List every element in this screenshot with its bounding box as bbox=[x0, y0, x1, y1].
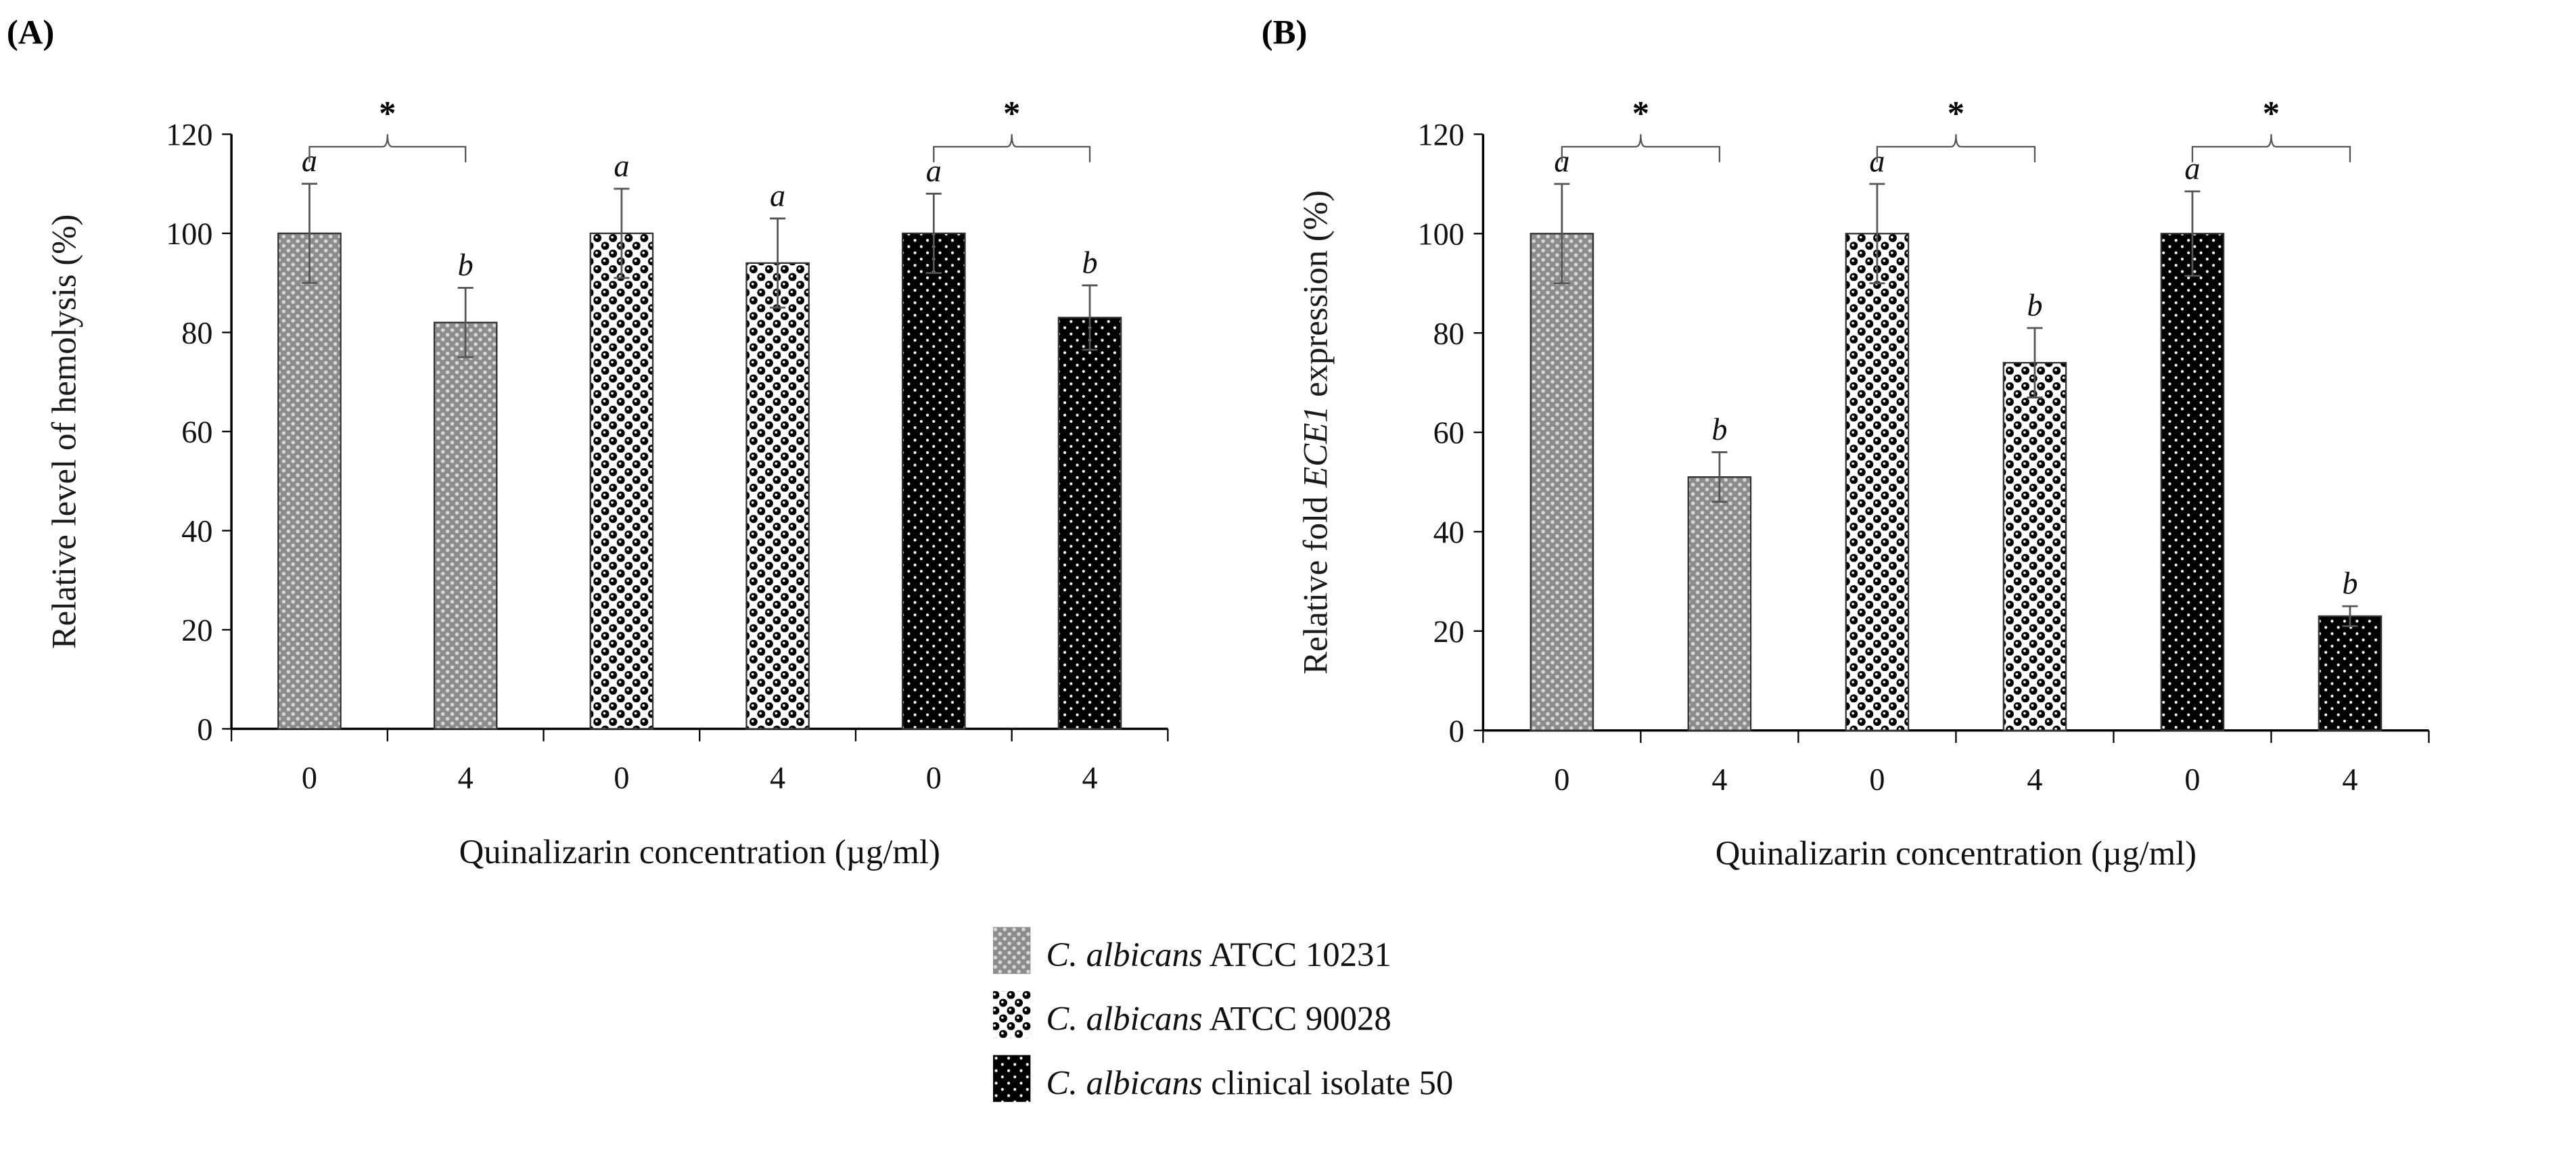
bar bbox=[1845, 233, 1910, 731]
significance-star: * bbox=[1003, 95, 1020, 133]
bar bbox=[745, 262, 810, 730]
y-tick-label: 80 bbox=[1433, 316, 1465, 350]
y-tick-label: 20 bbox=[181, 613, 212, 647]
y-tick-label: 120 bbox=[166, 118, 212, 152]
bar bbox=[433, 321, 498, 730]
significance-star: * bbox=[1632, 95, 1649, 133]
y-tick-label: 100 bbox=[166, 216, 212, 251]
significance-star: * bbox=[379, 95, 396, 133]
bar bbox=[2002, 362, 2067, 731]
x-tick-label: 0 bbox=[1869, 762, 1885, 796]
y-axis-title: Relative level of hemolysis (%) bbox=[45, 214, 83, 649]
bar bbox=[1057, 317, 1122, 730]
y-tick-label: 40 bbox=[1433, 515, 1465, 549]
significance-letter: b bbox=[1711, 412, 1727, 446]
x-tick-label: 0 bbox=[614, 760, 629, 795]
significance-letter: b bbox=[2027, 288, 2042, 322]
x-axis-title: Quinalizarin concentration (µg/ml) bbox=[1716, 834, 2196, 872]
significance-bracket bbox=[2191, 134, 2351, 162]
significance-letter: b bbox=[1082, 245, 1097, 279]
x-tick-label: 0 bbox=[926, 760, 942, 795]
legend-swatch bbox=[992, 927, 1031, 974]
y-tick-label: 20 bbox=[1433, 614, 1465, 649]
significance-bracket bbox=[308, 134, 467, 162]
significance-letter: a bbox=[2184, 151, 2200, 185]
x-tick-label: 4 bbox=[1711, 762, 1727, 796]
significance-bracket bbox=[933, 134, 1091, 162]
legend-swatch bbox=[992, 990, 1031, 1038]
significance-bracket bbox=[1561, 134, 1721, 162]
legend-swatch bbox=[992, 1055, 1031, 1102]
legend: C. albicans ATCC 10231 C. albicans ATCC 9… bbox=[992, 927, 1453, 1102]
legend-label: C. albicans clinical isolate 50 bbox=[1046, 1063, 1453, 1101]
x-tick-label: 4 bbox=[2027, 762, 2042, 796]
y-axis-title: Relative fold ECE1 expression (%) bbox=[1297, 190, 1335, 674]
x-tick-label: 0 bbox=[302, 760, 317, 795]
x-tick-label: 4 bbox=[2342, 762, 2358, 796]
y-tick-label: 60 bbox=[181, 415, 212, 449]
significance-letter: b bbox=[2342, 566, 2358, 601]
bar bbox=[589, 232, 654, 730]
legend-label: C. albicans ATCC 90028 bbox=[1046, 1000, 1391, 1038]
bar bbox=[901, 232, 966, 730]
significance-star: * bbox=[2263, 95, 2280, 133]
x-tick-label: 0 bbox=[2184, 762, 2200, 796]
y-tick-label: 0 bbox=[1449, 714, 1465, 748]
x-tick-label: 0 bbox=[1554, 762, 1569, 796]
y-tick-label: 100 bbox=[1418, 216, 1465, 251]
y-tick-label: 80 bbox=[181, 316, 212, 350]
bar bbox=[1530, 233, 1594, 731]
significance-letter: a bbox=[770, 178, 785, 212]
y-tick-label: 0 bbox=[197, 712, 212, 747]
significance-bracket bbox=[1876, 134, 2036, 162]
significance-star: * bbox=[1948, 95, 1964, 133]
y-tick-label: 120 bbox=[1418, 118, 1465, 152]
y-tick-label: 60 bbox=[1433, 415, 1465, 450]
x-tick-label: 4 bbox=[770, 760, 785, 795]
x-tick-label: 4 bbox=[1082, 760, 1097, 795]
y-tick-label: 40 bbox=[181, 514, 212, 549]
bar bbox=[1687, 476, 1752, 731]
bar bbox=[277, 232, 342, 730]
panel-label: (B) bbox=[1262, 14, 1308, 51]
significance-letter: a bbox=[926, 154, 942, 188]
bar bbox=[2160, 233, 2225, 731]
bar bbox=[2318, 615, 2383, 731]
x-axis-title: Quinalizarin concentration (µg/ml) bbox=[459, 833, 940, 871]
panel-label: (A) bbox=[7, 14, 54, 51]
significance-letter: a bbox=[614, 149, 629, 183]
x-tick-label: 4 bbox=[458, 760, 474, 795]
significance-letter: b bbox=[458, 248, 474, 282]
legend-label: C. albicans ATCC 10231 bbox=[1046, 936, 1391, 973]
